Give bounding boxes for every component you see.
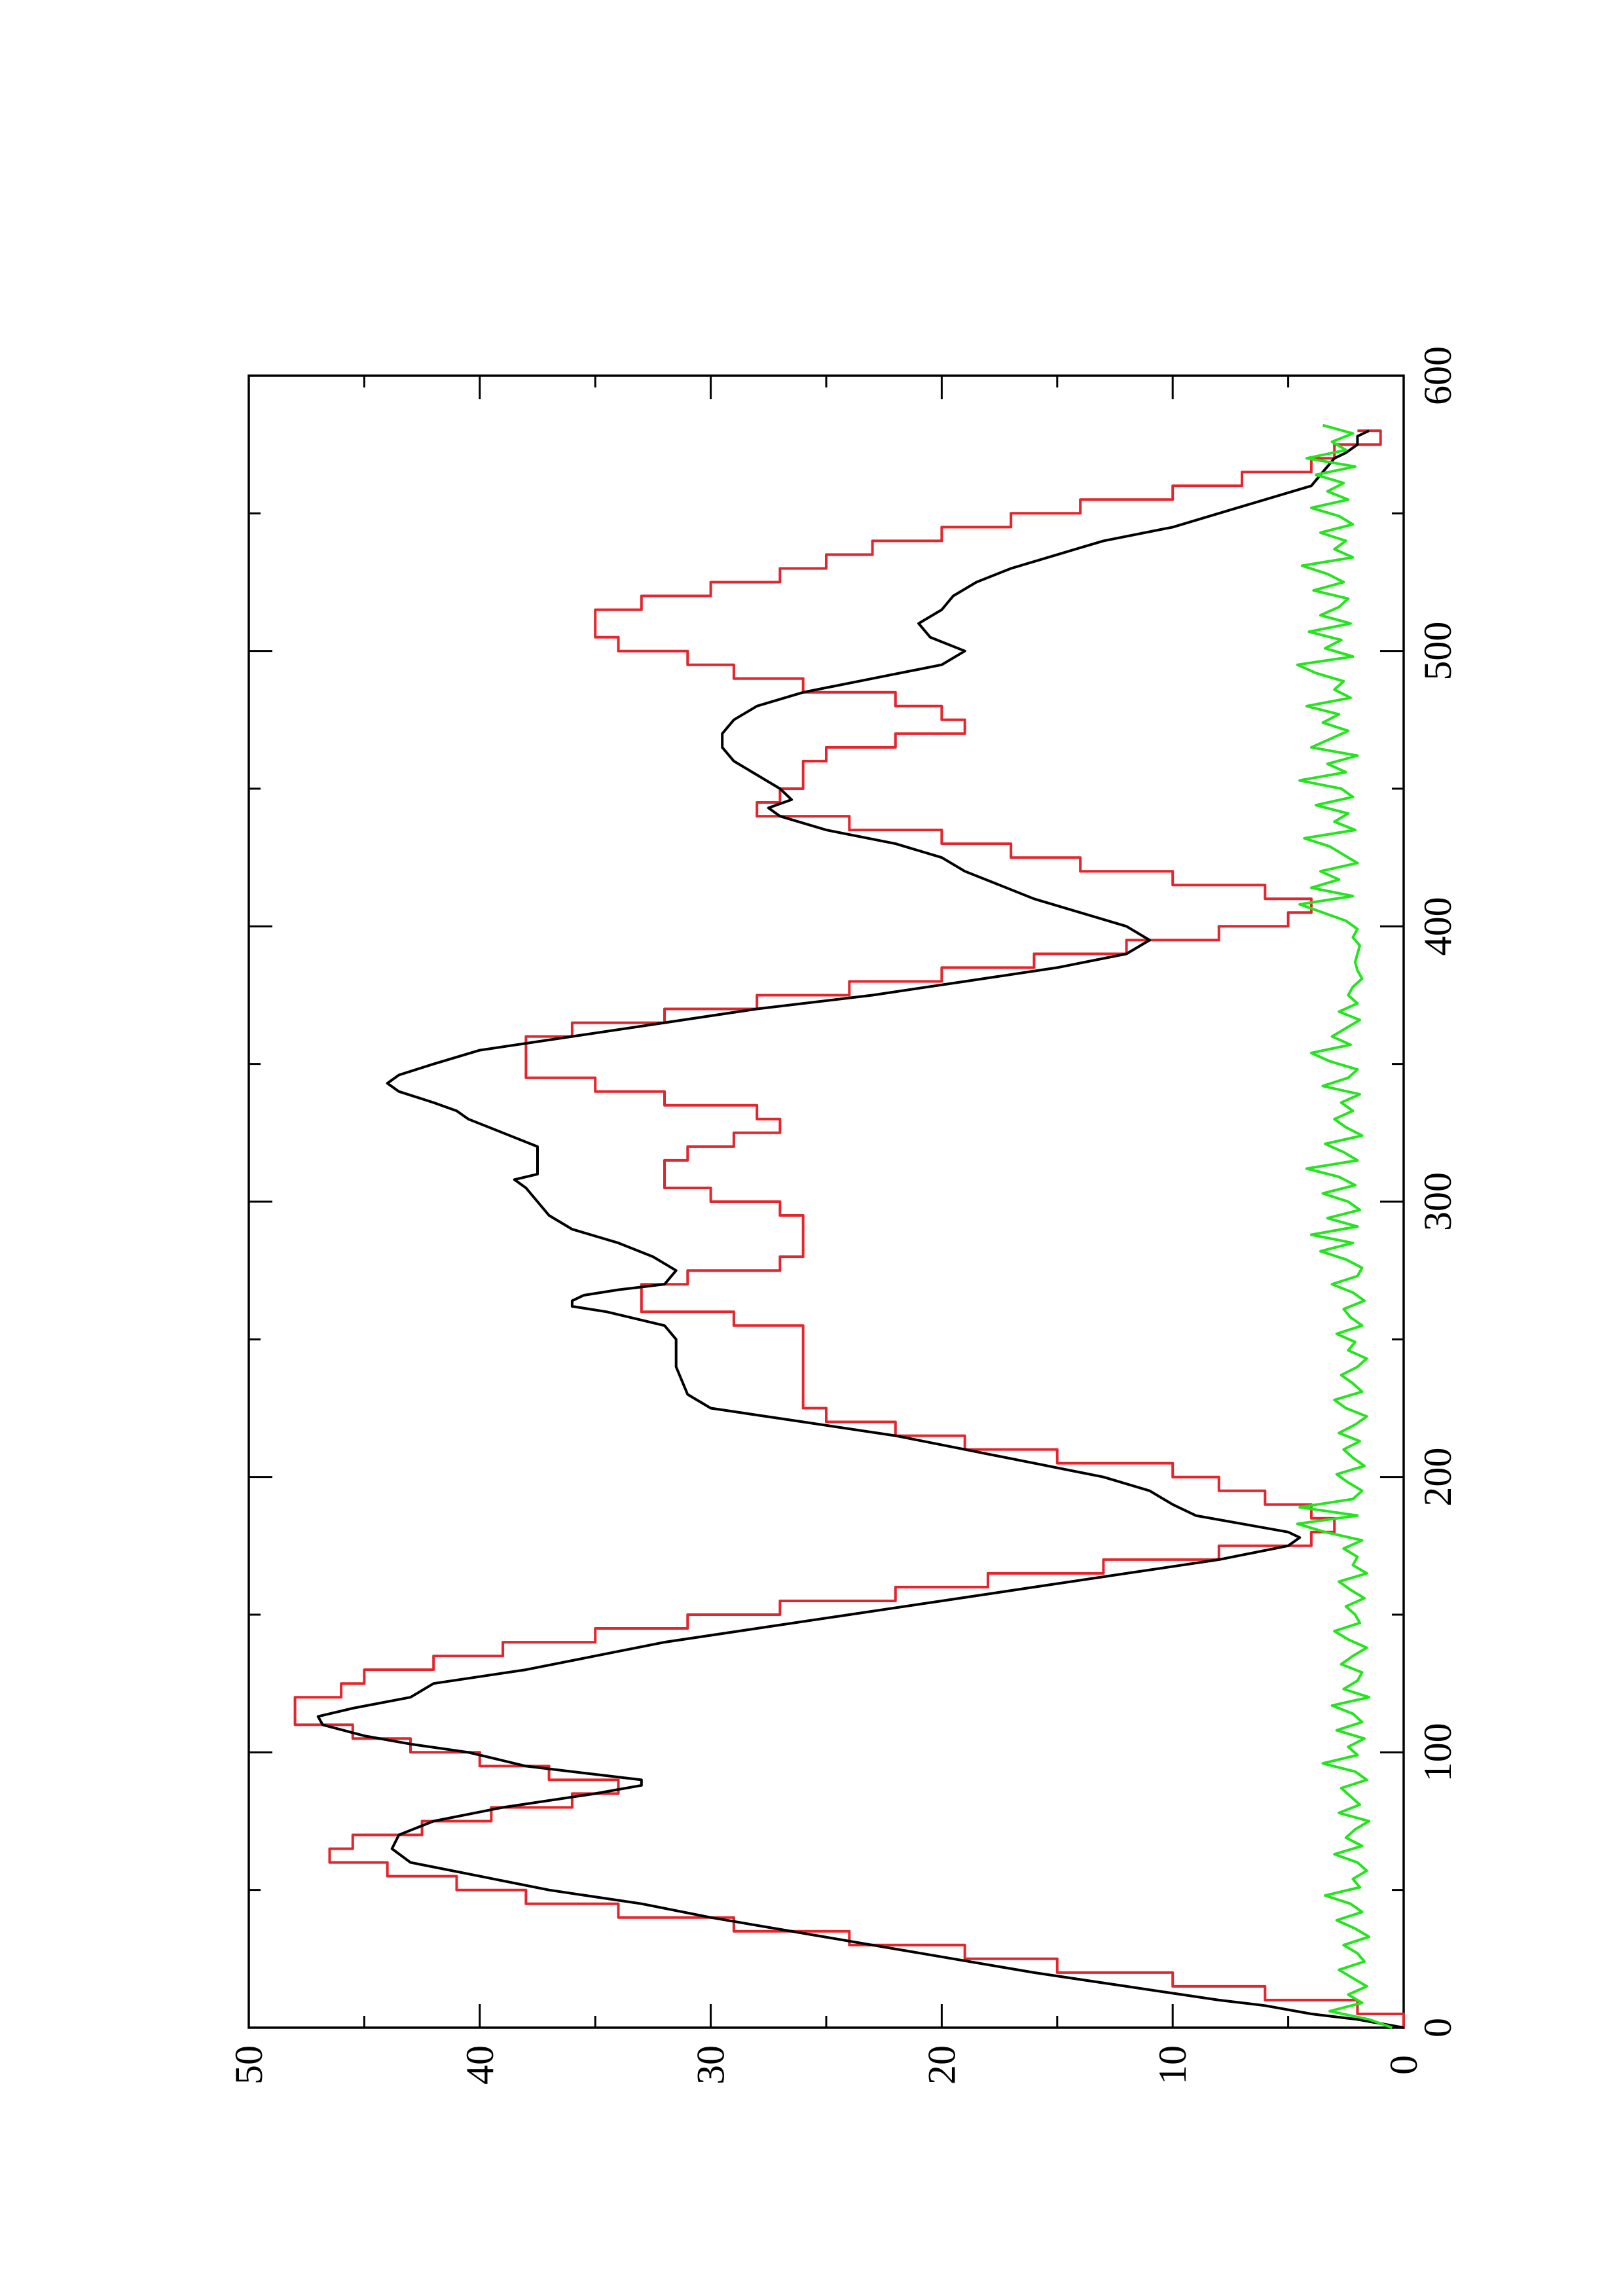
x-tick-label: 200 bbox=[1416, 1448, 1459, 1507]
x-tick-label: 600 bbox=[1416, 346, 1459, 405]
axis-ticks bbox=[247, 374, 1405, 2029]
plot-frame bbox=[247, 374, 1405, 2029]
y-tick-label: 0 bbox=[1382, 2055, 1425, 2075]
y-tick-label: 50 bbox=[227, 2045, 270, 2085]
x-tick-label: 500 bbox=[1416, 622, 1459, 681]
y-tick-label: 10 bbox=[1151, 2045, 1194, 2085]
x-tick-label: 400 bbox=[1416, 897, 1459, 956]
series-red-step bbox=[293, 429, 1405, 2028]
x-tick-label: 300 bbox=[1416, 1172, 1459, 1231]
y-tick-label: 30 bbox=[689, 2045, 733, 2085]
data-series bbox=[293, 423, 1405, 2029]
axis-tick-labels: 0 100 200 300 400 500 600 0 10 20 30 40 50 bbox=[227, 346, 1459, 2085]
series-black-line bbox=[316, 429, 1404, 2029]
x-tick-label: 0 bbox=[1416, 2018, 1459, 2037]
series-green-line bbox=[1296, 423, 1393, 2029]
x-tick-label: 100 bbox=[1416, 1723, 1459, 1782]
y-tick-label: 20 bbox=[920, 2045, 963, 2085]
y-tick-label: 40 bbox=[458, 2045, 501, 2085]
